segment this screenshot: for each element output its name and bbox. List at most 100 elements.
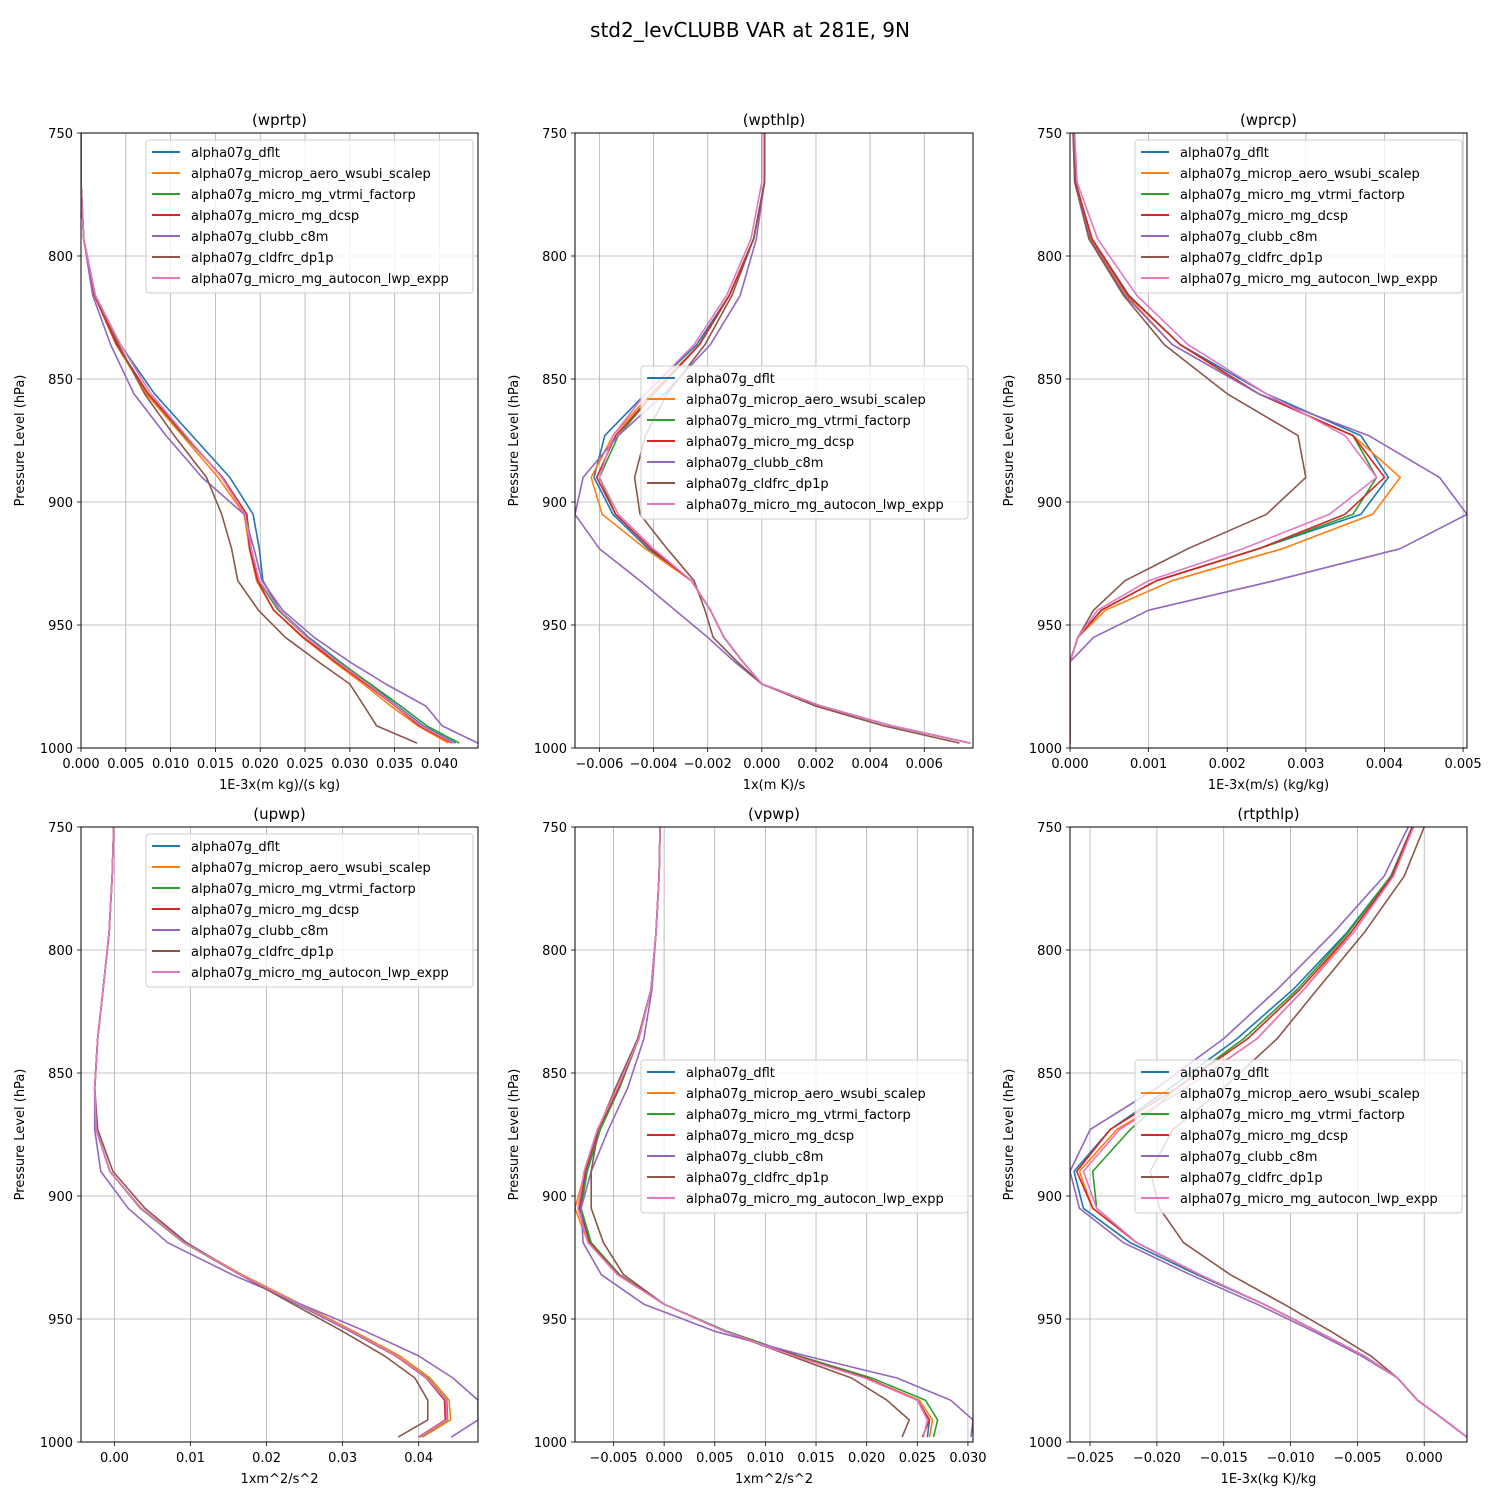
x-tick-label: 0.01 bbox=[176, 1451, 205, 1466]
x-tick-label: 0.025 bbox=[286, 757, 323, 772]
legend-label: alpha07g_microp_aero_wsubi_scalep bbox=[191, 861, 431, 876]
x-tick-label: 0.000 bbox=[1051, 757, 1088, 772]
plot-frame bbox=[1069, 132, 1468, 749]
y-tick-label: 1000 bbox=[534, 742, 567, 757]
x-axis-label: 1E-3x(m/s) (kg/kg) bbox=[1208, 778, 1329, 793]
series-line-alpha07g_clubb_c8m bbox=[580, 827, 973, 1438]
x-tick-label: −0.006 bbox=[575, 757, 623, 772]
x-tick-label: 0.000 bbox=[62, 757, 99, 772]
series-line-alpha07g_cldfrc_dp1p bbox=[1070, 133, 1307, 744]
y-tick-label: 800 bbox=[542, 944, 567, 959]
x-tick-label: 0.005 bbox=[1444, 757, 1481, 772]
legend-label: alpha07g_dflt bbox=[686, 1066, 775, 1081]
x-tick-label: 0.005 bbox=[696, 1451, 733, 1466]
legend-box bbox=[1134, 139, 1463, 294]
plot-frame bbox=[574, 826, 974, 1443]
legend-label: alpha07g_cldfrc_dp1p bbox=[191, 251, 334, 266]
y-tick-label: 850 bbox=[542, 1067, 567, 1082]
x-tick-label: 0.020 bbox=[242, 757, 279, 772]
legend-label: alpha07g_micro_mg_vtrmi_factorp bbox=[191, 188, 416, 203]
series-group bbox=[1070, 133, 1467, 744]
x-tick-label: 0.010 bbox=[747, 1451, 784, 1466]
legend-label: alpha07g_dflt bbox=[1180, 1066, 1269, 1081]
x-tick-label: 0.00 bbox=[100, 1451, 129, 1466]
x-tick-label: 0.003 bbox=[1287, 757, 1324, 772]
x-axis-label: 1E-3x(m kg)/(s kg) bbox=[219, 778, 340, 793]
y-tick-label: 1000 bbox=[1029, 1436, 1062, 1451]
legend-box bbox=[145, 139, 474, 294]
panel-6: −0.025 −0.020 −0.015 −0.010 −0.005 0.000 750 80… bbox=[1002, 805, 1468, 1487]
x-tick-label: −0.010 bbox=[1267, 1451, 1315, 1466]
legend-box bbox=[640, 1059, 969, 1214]
y-tick-label: 950 bbox=[48, 1313, 73, 1328]
x-tick-label: 0.001 bbox=[1130, 757, 1167, 772]
x-tick-label: 0.004 bbox=[1366, 757, 1403, 772]
x-tick-label: 0.04 bbox=[404, 1451, 433, 1466]
y-tick-label: 800 bbox=[1037, 944, 1062, 959]
legend-label: alpha07g_micro_mg_vtrmi_factorp bbox=[686, 1108, 911, 1123]
y-tick-label: 1000 bbox=[1029, 742, 1062, 757]
legend-label: alpha07g_micro_mg_vtrmi_factorp bbox=[191, 882, 416, 897]
plot-frame bbox=[574, 132, 974, 749]
legend-label: alpha07g_dflt bbox=[191, 840, 280, 855]
y-tick-label: 750 bbox=[48, 821, 73, 836]
y-tick-label: 1000 bbox=[40, 1436, 73, 1451]
x-tick-label: −0.005 bbox=[589, 1451, 637, 1466]
legend-box bbox=[145, 833, 474, 988]
series-line-alpha07g_clubb_c8m bbox=[81, 133, 478, 744]
x-tick-label: −0.005 bbox=[1333, 1451, 1381, 1466]
series-group bbox=[575, 827, 973, 1438]
y-axis-label: Pressure Level (hPa) bbox=[507, 375, 522, 507]
x-axis-label: 1E-3x(kg K)/kg bbox=[1221, 1472, 1317, 1487]
x-tick-label: 0.03 bbox=[328, 1451, 357, 1466]
y-tick-label: 850 bbox=[1037, 1067, 1062, 1082]
series-line-alpha07g_micro_mg_dcsp bbox=[1070, 133, 1386, 744]
panel-3: 0.000 0.001 0.002 0.003 0.004 0.005 750 800 850 9… bbox=[1002, 111, 1482, 793]
legend-label: alpha07g_microp_aero_wsubi_scalep bbox=[686, 1087, 926, 1102]
x-tick-label: −0.025 bbox=[1066, 1451, 1114, 1466]
legend-label: alpha07g_clubb_c8m bbox=[686, 1150, 823, 1165]
legend-label: alpha07g_dflt bbox=[1180, 146, 1269, 161]
y-tick-label: 1000 bbox=[534, 1436, 567, 1451]
legend-label: alpha07g_micro_mg_autocon_lwp_expp bbox=[686, 498, 944, 513]
legend-label: alpha07g_micro_mg_autocon_lwp_expp bbox=[1180, 1192, 1438, 1207]
legend-label: alpha07g_cldfrc_dp1p bbox=[1180, 1171, 1323, 1186]
legend: alpha07g_dflt alpha07g_microp_aero_wsubi_… bbox=[640, 365, 969, 520]
figure-title: std2_levCLUBB VAR at 281E, 9N bbox=[590, 18, 910, 42]
series-group bbox=[93, 827, 478, 1438]
legend-label: alpha07g_micro_mg_autocon_lwp_expp bbox=[191, 966, 449, 981]
legend: alpha07g_dflt alpha07g_microp_aero_wsubi_… bbox=[1134, 139, 1463, 294]
x-tick-label: 0.040 bbox=[421, 757, 458, 772]
y-tick-label: 750 bbox=[1037, 821, 1062, 836]
legend-label: alpha07g_micro_mg_dcsp bbox=[686, 1129, 854, 1144]
y-tick-label: 750 bbox=[542, 127, 567, 142]
legend-label: alpha07g_micro_mg_dcsp bbox=[1180, 209, 1348, 224]
panel-1: 0.000 0.005 0.010 0.015 0.020 0.025 0.030 0.035… bbox=[13, 111, 479, 793]
legend-label: alpha07g_clubb_c8m bbox=[191, 230, 328, 245]
x-tick-label: 0.025 bbox=[899, 1451, 936, 1466]
series-line-alpha07g_micro_mg_autocon_lwp_expp bbox=[93, 827, 448, 1438]
series-group bbox=[1070, 827, 1467, 1438]
x-tick-label: 0.002 bbox=[797, 757, 834, 772]
y-tick-label: 750 bbox=[48, 127, 73, 142]
legend: alpha07g_dflt alpha07g_microp_aero_wsubi_… bbox=[145, 139, 474, 294]
x-tick-label: −0.020 bbox=[1133, 1451, 1181, 1466]
x-tick-label: 0.002 bbox=[1209, 757, 1246, 772]
x-axis-label: 1xm^2/s^2 bbox=[735, 1472, 813, 1487]
y-tick-label: 950 bbox=[1037, 619, 1062, 634]
x-tick-label: −0.002 bbox=[684, 757, 732, 772]
y-tick-label: 1000 bbox=[40, 742, 73, 757]
y-tick-label: 950 bbox=[1037, 1313, 1062, 1328]
panel-title: (rtpthlp) bbox=[1237, 805, 1299, 823]
legend-label: alpha07g_micro_mg_dcsp bbox=[191, 209, 359, 224]
legend-label: alpha07g_cldfrc_dp1p bbox=[686, 477, 829, 492]
y-tick-label: 850 bbox=[1037, 373, 1062, 388]
y-tick-label: 900 bbox=[48, 1190, 73, 1205]
legend-label: alpha07g_clubb_c8m bbox=[1180, 230, 1317, 245]
legend-label: alpha07g_cldfrc_dp1p bbox=[686, 1171, 829, 1186]
panel-title: (wprtp) bbox=[252, 111, 307, 129]
series-line-alpha07g_micro_mg_autocon_lwp_expp bbox=[1082, 827, 1467, 1438]
x-tick-label: 0.000 bbox=[1406, 1451, 1443, 1466]
legend-label: alpha07g_micro_mg_vtrmi_factorp bbox=[686, 414, 911, 429]
y-tick-label: 900 bbox=[1037, 496, 1062, 511]
